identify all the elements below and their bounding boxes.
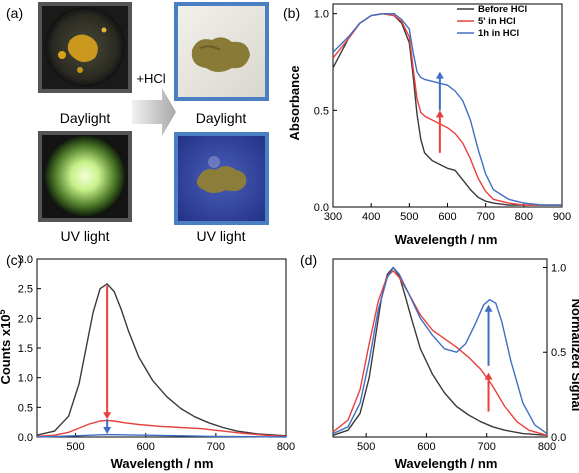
b-series-line-0 — [332, 12, 562, 206]
legend-5min-hcl: 5' in HCl — [478, 16, 516, 27]
b-plot-frame — [332, 3, 563, 208]
panel-c-xlabel: Wavelength / nm — [111, 456, 214, 471]
panel-c-label: (c) — [6, 252, 22, 268]
d-plot-frame — [332, 258, 548, 438]
c-xtick-label: 600 — [137, 441, 155, 453]
d-xtick-label: 700 — [478, 441, 496, 453]
c-change-arrow-head-0 — [103, 412, 112, 420]
d-series-line-2 — [332, 266, 548, 435]
b-change-arrow-head-0 — [435, 110, 444, 118]
d-ytick-label: 0.0 — [551, 432, 566, 444]
photo-after-daylight — [174, 2, 269, 101]
c-series-line-0 — [36, 283, 287, 437]
photo-before-daylight — [38, 2, 132, 93]
panel-d-xlabel: Wavelength / nm — [395, 456, 498, 471]
panel-a-label: (a) — [6, 5, 23, 21]
b-xtick-label: 700 — [476, 211, 494, 223]
panel-b-xlabel: Wavelength / nm — [395, 232, 498, 247]
c-series-line-1 — [36, 419, 287, 438]
b-xtick-label: 600 — [438, 211, 456, 223]
svg-text:Counts x105: Counts x105 — [0, 309, 13, 384]
b-xtick-label: 800 — [515, 211, 533, 223]
caption-before-daylight: Daylight — [60, 110, 111, 126]
c-ytick-label: 0.5 — [18, 402, 33, 414]
b-ytick-label: 1.0 — [314, 9, 329, 21]
c-series-line-2 — [36, 433, 287, 438]
b-change-arrow-head-1 — [435, 71, 444, 79]
c-ytick-label: 1.5 — [18, 343, 33, 355]
c-ytick-label: 1.0 — [18, 373, 33, 385]
panel-d-normalized-chart: (d) Normalized Signal Wavelength / nm 50… — [300, 252, 579, 471]
d-series-line-1 — [332, 270, 548, 436]
b-series-line-2 — [332, 12, 562, 206]
c-ytick-label: 3.0 — [18, 254, 33, 266]
d-ytick-label: 0.5 — [551, 347, 566, 359]
legend-before-hcl: Before HCl — [478, 4, 527, 15]
c-plot-frame — [36, 258, 287, 438]
b-xtick-label: 300 — [324, 211, 342, 223]
photo-before-uv — [38, 131, 132, 222]
b-series-line-1 — [332, 12, 562, 206]
c-ytick-label: 2.5 — [18, 284, 33, 296]
c-ytick-label: 0.0 — [18, 432, 33, 444]
b-xtick-label: 500 — [400, 211, 418, 223]
b-ytick-label: 0.5 — [314, 105, 329, 117]
d-ytick-label: 1.0 — [551, 262, 566, 274]
c-xtick-label: 700 — [207, 441, 225, 453]
b-ytick-label: 0.0 — [314, 202, 329, 214]
hcl-arrow-label: +HCl — [136, 71, 165, 86]
d-xtick-label: 500 — [357, 441, 375, 453]
caption-after-uv: UV light — [196, 228, 245, 244]
panel-b-legend: Before HCl 5' in HCl 1h in HCl — [457, 4, 527, 39]
legend-1h-hcl: 1h in HCl — [478, 28, 519, 39]
panel-b-ylabel: Absorbance — [287, 65, 302, 140]
panel-c-ylabel-text: Counts x10 — [0, 314, 13, 384]
panel-c-ylabel: Counts x105 — [0, 309, 13, 384]
panel-a: (a) Daylight UV light +HCl Daylight — [6, 2, 269, 244]
b-xtick-label: 900 — [553, 211, 571, 223]
d-xtick-label: 600 — [417, 441, 435, 453]
c-ytick-label: 2.0 — [18, 313, 33, 325]
panel-c-ylabel-exponent: 5 — [0, 309, 7, 314]
c-change-arrow-head-1 — [103, 427, 112, 435]
caption-before-uv: UV light — [60, 228, 109, 244]
d-series-line-0 — [332, 266, 548, 436]
panel-b-label: (b) — [283, 5, 300, 21]
panel-d-ylabel: Normalized Signal — [569, 299, 579, 412]
c-xtick-label: 500 — [66, 441, 84, 453]
panel-c-emission-chart: (c) Counts x105 Wavelength / nm 500 600 70… — [0, 252, 295, 471]
d-change-arrow-head-1 — [484, 304, 493, 312]
b-xtick-label: 400 — [362, 211, 380, 223]
d-change-arrow-head-0 — [484, 372, 493, 380]
caption-after-daylight: Daylight — [196, 110, 247, 126]
panel-d-label: (d) — [300, 252, 317, 268]
c-xtick-label: 800 — [277, 441, 295, 453]
panel-b-absorbance-chart: (b) Absorbance Wavelength / nm Before HC… — [283, 3, 571, 247]
hcl-arrow-icon — [132, 88, 176, 136]
photo-after-uv — [174, 132, 269, 225]
d-xtick-label: 800 — [538, 441, 556, 453]
